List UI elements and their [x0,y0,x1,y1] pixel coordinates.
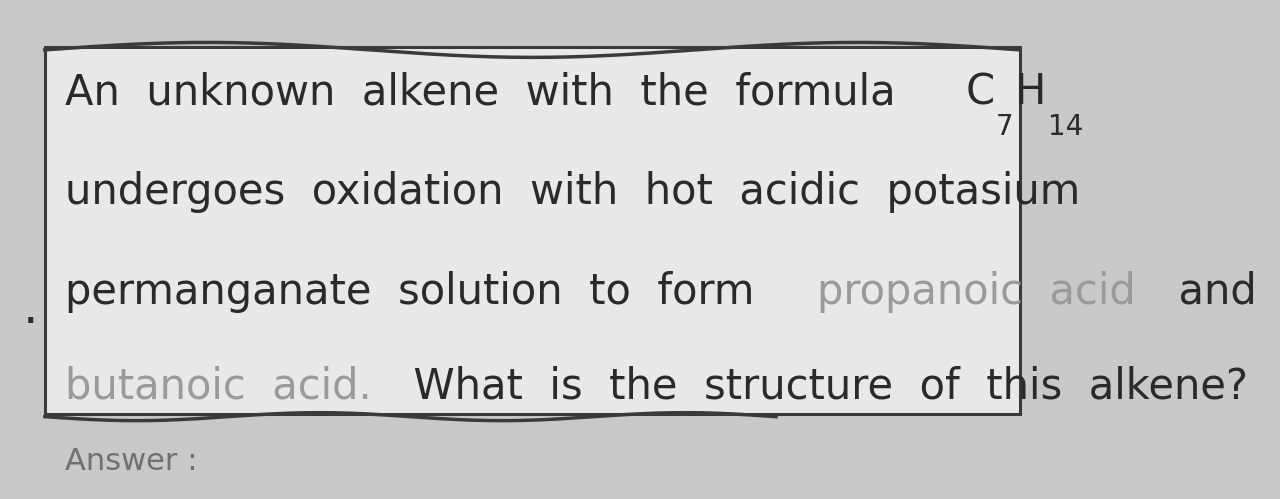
Text: 7: 7 [996,113,1014,141]
Text: C: C [965,71,995,113]
Text: propanoic  acid: propanoic acid [817,271,1135,313]
Text: and: and [1152,271,1257,313]
Text: butanoic  acid.: butanoic acid. [65,366,371,408]
FancyBboxPatch shape [45,47,1020,414]
Text: Answer :: Answer : [65,447,197,476]
Text: .: . [23,285,38,333]
Text: permanganate  solution  to  form: permanganate solution to form [65,271,781,313]
Text: An  unknown  alkene  with  the  formula: An unknown alkene with the formula [65,71,922,113]
Text: What  is  the  structure  of  this  alkene?: What is the structure of this alkene? [387,366,1248,408]
Text: 14: 14 [1048,113,1083,141]
Text: undergoes  oxidation  with  hot  acidic  potasium: undergoes oxidation with hot acidic pota… [65,171,1080,213]
Text: H: H [1015,71,1046,113]
